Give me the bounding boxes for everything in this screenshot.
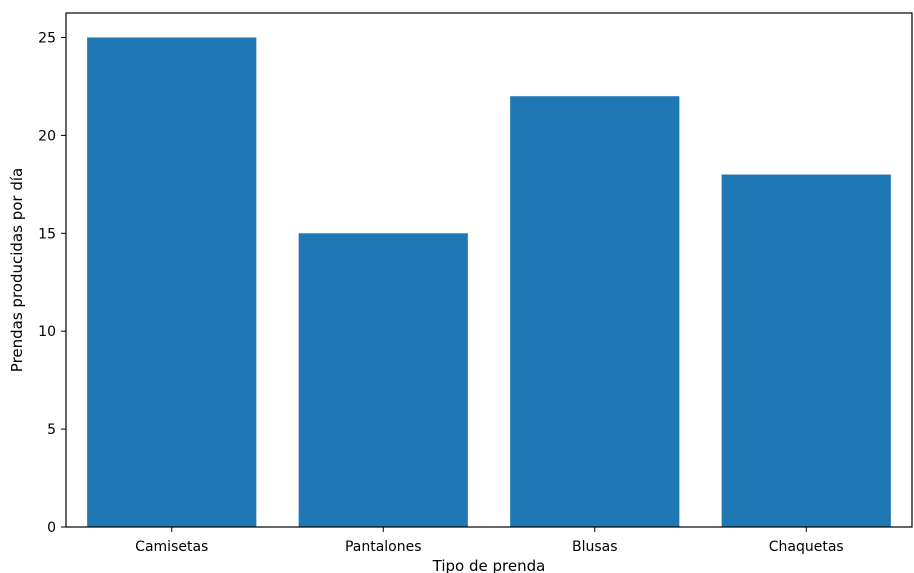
y-tick-label: 0: [47, 520, 56, 536]
y-tick-label: 20: [38, 128, 56, 144]
bar-chaquetas: [721, 174, 891, 528]
y-tick-label: 15: [38, 226, 56, 242]
x-tick-label: Pantalones: [345, 539, 422, 555]
bar-camisetas: [87, 37, 257, 527]
x-axis-label: Tipo de prenda: [432, 557, 546, 573]
bars-group: [87, 37, 891, 528]
bar-blusas: [510, 96, 680, 527]
y-axis: 0 5 10 15 20 25: [38, 30, 66, 536]
y-tick-label: 5: [47, 422, 56, 438]
y-tick-label: 10: [38, 324, 56, 340]
x-tick-label: Camisetas: [135, 539, 208, 555]
bar-pantalones: [298, 233, 468, 528]
x-tick-label: Chaquetas: [769, 539, 844, 555]
plot-frame: [65, 12, 913, 528]
y-axis-label: Prendas producidas por día: [8, 168, 26, 372]
x-tick-label: Blusas: [572, 539, 618, 555]
y-tick-label: 25: [38, 30, 56, 46]
x-axis: Camisetas Pantalones Blusas Chaquetas: [135, 527, 844, 555]
